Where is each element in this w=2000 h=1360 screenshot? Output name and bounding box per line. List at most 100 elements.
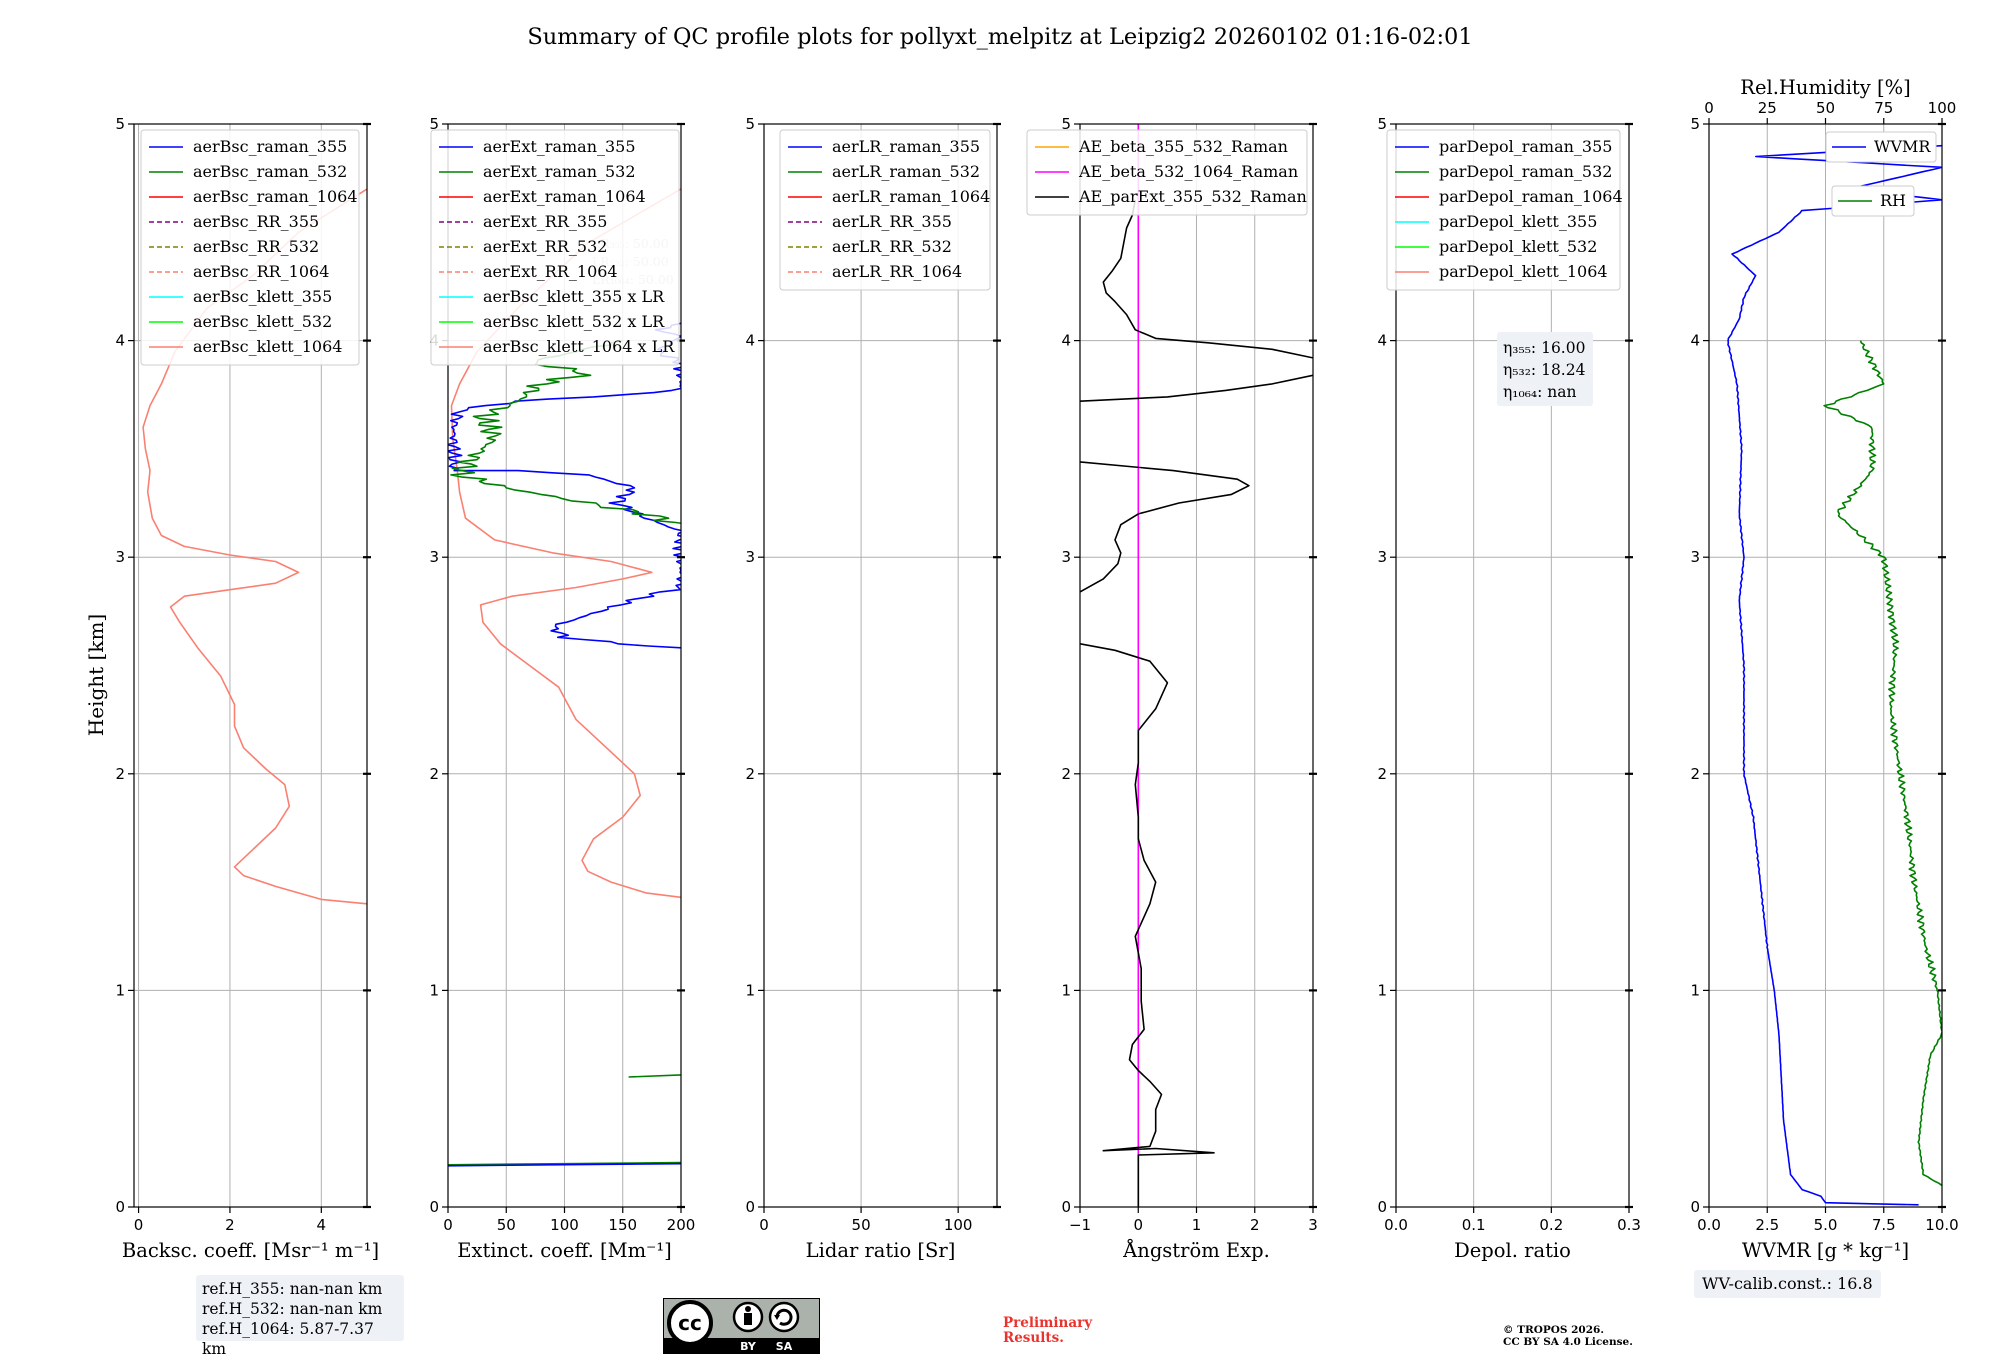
ref-height-532: ref.H_532: nan-nan km [202,1300,383,1318]
series-line-ae-parext-355-532-raman-d [1102,199,1313,359]
legend-label: aerBsc_klett_355 [193,287,332,306]
series-line-aerext-raman-532 [450,339,681,525]
legend-label: parDepol_klett_1064 [1439,262,1608,281]
chart-panel-bsc: 0 1 2 3 4 5 0 2 4 Backsc. coeff. [Msr⁻¹ m⁻¹] aerBs… [115,115,379,1262]
legend-label: aerBsc_klett_1064 x LR [483,337,675,356]
y-tick-label: 0 [1377,1198,1387,1216]
legend-box [1825,131,1937,163]
legend: aerBsc_raman_355 aerBsc_raman_532 aerBsc_r… [140,129,360,366]
eta-box-bg [1497,332,1593,406]
series-line-aerext-raman-532-base [448,1161,681,1166]
axes-frame [763,123,998,1208]
legend: AE_beta_355_532_Raman AE_beta_532_1064_Ra… [1026,129,1308,216]
reference-height-box: ref.H_355: nan-nan km ref.H_532: nan-nan… [196,1275,404,1358]
top-x-tick-label: 100 [1928,99,1957,117]
legend-label: AE_beta_355_532_Raman [1078,137,1288,156]
preliminary-line-2: Results. [1003,1330,1064,1346]
legend-label: aerExt_RR_532 [483,237,607,256]
legend-label: WVMR [1874,137,1931,156]
copyright-line-1: © TROPOS 2026. [1503,1324,1605,1336]
x-tick-label: 0 [443,1216,453,1234]
legend-label: aerLR_RR_532 [832,237,952,256]
x-axis-label: WVMR [g * kg⁻¹] [1742,1239,1909,1262]
y-tick-label: 1 [1690,981,1700,999]
series-line-rh [1823,340,1942,1186]
x-tick-label: 0.3 [1617,1216,1641,1234]
legend-label: aerExt_RR_1064 [483,262,618,281]
y-tick-label: 2 [115,765,125,783]
top-x-tick-label: 0 [1704,99,1714,117]
y-axis-label: Height [km] [84,614,108,736]
x-tick-label: 50 [852,1216,871,1234]
series-line-wvmr [1727,144,1942,1206]
y-tick-label: 3 [115,548,125,566]
x-tick-label: 2.5 [1755,1216,1779,1234]
legend: parDepol_raman_355 parDepol_raman_532 parD… [1386,129,1623,291]
series-line-ae-parext-355-532-raman-b [1080,461,1250,593]
y-tick-label: 1 [1377,981,1387,999]
y-tick-label: 2 [745,765,755,783]
axes-frame [133,123,368,1208]
legend-label: parDepol_raman_532 [1439,162,1612,181]
x-tick-label: −1 [1069,1216,1091,1234]
legend-label: parDepol_raman_355 [1439,137,1612,156]
cc-logo-text: cc [678,1311,702,1335]
legend-label: parDepol_raman_1064 [1439,187,1623,206]
x-tick-label: 2 [1250,1216,1260,1234]
x-tick-label: 2 [225,1216,235,1234]
eta-value: η₁₀₆₄: nan [1503,383,1577,401]
y-tick-label: 5 [1377,115,1387,133]
legend-box [1831,185,1915,217]
legend: aerExt_raman_355 aerExt_raman_532 aerExt_r… [430,129,680,366]
legend-label: parDepol_klett_532 [1439,237,1597,256]
by-label: BY [740,1340,757,1353]
x-tick-label: 100 [550,1216,579,1234]
y-tick-label: 0 [1690,1198,1700,1216]
series-line-aerbsc-klett-1064-x-lr [450,188,681,899]
chart-panel-depol: 0 1 2 3 4 5 0.0 0.1 0.2 0.3 Depol. ratio parDepol_r… [1377,115,1640,1262]
eta-value: η₅₃₂: 18.24 [1503,361,1586,379]
y-tick-label: 1 [745,981,755,999]
x-tick-label: 7.5 [1872,1216,1896,1234]
legend-label: aerBsc_klett_355 x LR [483,287,665,306]
wv-calibration-box: WV-calib.const.: 16.8 [1694,1270,1881,1298]
y-tick-label: 2 [1377,765,1387,783]
x-tick-label: 0 [759,1216,769,1234]
y-tick-label: 1 [1061,981,1071,999]
x-tick-label: 0.0 [1697,1216,1721,1234]
y-tick-label: 2 [1690,765,1700,783]
legend: RH [1831,185,1915,217]
y-tick-label: 3 [1061,548,1071,566]
series-line-aerext-raman-532-low [628,1074,681,1078]
x-axis-label: Ångström Exp. [1122,1237,1270,1262]
x-axis-label: Lidar ratio [Sr] [806,1239,956,1262]
legend-label: aerBsc_raman_355 [193,137,347,156]
series-line-aerext-raman-355 [448,322,681,649]
eta-box: η₃₅₅: 16.00 η₅₃₂: 18.24 η₁₀₆₄: nan [1497,332,1593,406]
y-tick-label: 3 [1377,548,1387,566]
x-axis-label: Extinct. coeff. [Mm⁻¹] [457,1239,672,1262]
legend-label: aerBsc_klett_532 [193,312,332,331]
eta-value: η₃₅₅: 16.00 [1503,339,1585,357]
y-tick-label: 3 [1690,548,1700,566]
x-tick-label: 10.0 [1925,1216,1958,1234]
x-tick-label: 0.2 [1539,1216,1563,1234]
y-tick-label: 5 [1061,115,1071,133]
top-x-tick-label: 25 [1758,99,1777,117]
x-tick-label: 0 [1133,1216,1143,1234]
axes-frame [1395,123,1630,1208]
cc-by-sa-license-logo: cc BY SA [663,1298,820,1354]
y-tick-label: 4 [1377,332,1387,350]
copyright-note: © TROPOS 2026. CC BY SA 4.0 License. [1503,1324,1633,1348]
ref-height-355: ref.H_355: nan-nan km [202,1280,383,1298]
chart-panel-wv: 0 1 2 3 4 5 0.0 2.5 5.0 7.5 10.0 WVMR [g * kg⁻¹] 0 25… [1690,76,1958,1262]
y-tick-label: 3 [429,548,439,566]
legend-label: aerBsc_RR_355 [193,212,319,231]
top-x-tick-label: 50 [1816,99,1835,117]
preliminary-results-note: Preliminary Results. [1003,1316,1092,1346]
chart-panel-ext: 012345050100150200Extinct. coeff. [Mm⁻¹]… [429,115,695,1262]
sa-label: SA [776,1340,793,1353]
copyright-line-2: CC BY SA 4.0 License. [1503,1336,1633,1348]
ref-height-1064: ref.H_1064: 5.87-7.37 km [202,1320,374,1358]
